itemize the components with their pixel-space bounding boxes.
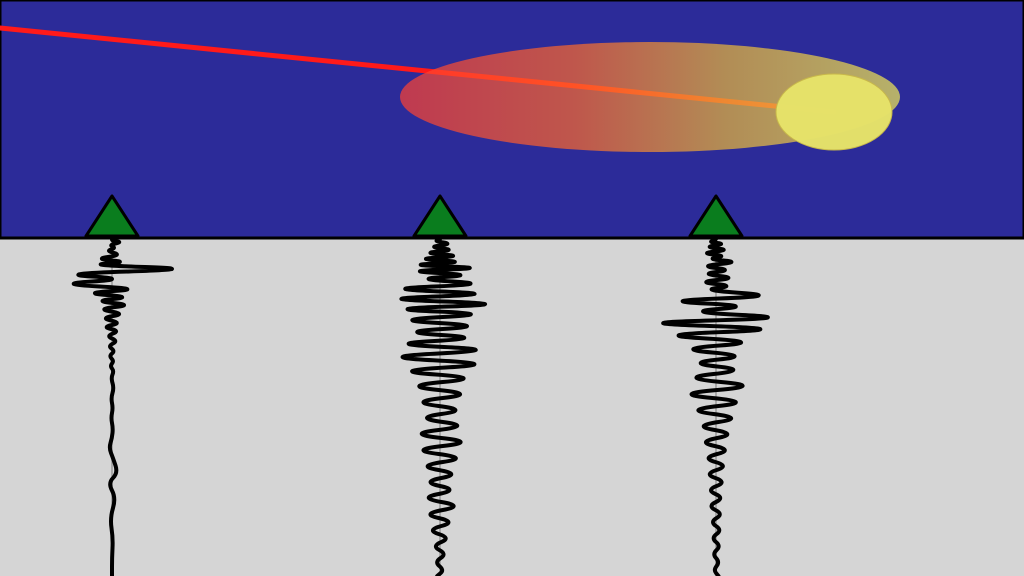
ground-panel bbox=[0, 238, 1024, 576]
infrasound-diagram bbox=[0, 0, 1024, 576]
fireball-head bbox=[776, 74, 892, 150]
